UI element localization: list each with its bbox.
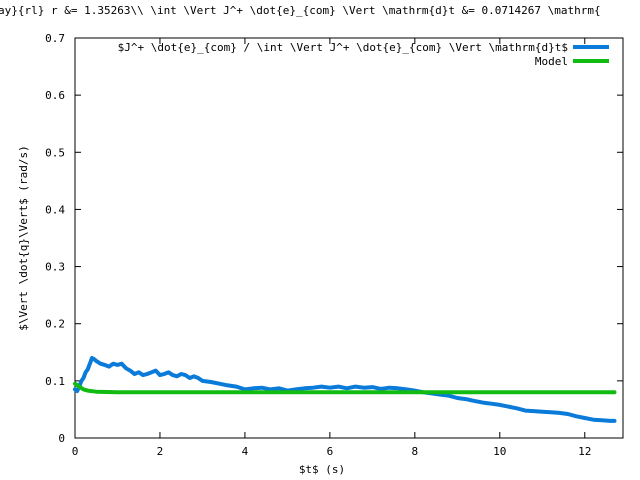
y-tick-label: 0.3 bbox=[45, 261, 65, 274]
y-tick-label: 0.7 bbox=[45, 32, 65, 45]
y-tick-label: 0.6 bbox=[45, 89, 65, 102]
x-tick-label: 0 bbox=[72, 445, 79, 458]
x-tick-label: 4 bbox=[242, 445, 249, 458]
x-tick-label: 8 bbox=[412, 445, 419, 458]
legend-label-series-1: $J^+ \dot{e}_{com} / \int \Vert J^+ \dot… bbox=[118, 41, 568, 54]
plot-frame bbox=[74, 37, 624, 439]
series-line-model bbox=[73, 381, 617, 395]
axis-ticks: 0 2 4 6 8 10 12 0 0.1 0.2 0.3 0.4 0.5 0.6 0.7 bbox=[45, 32, 623, 458]
legend: $J^+ \dot{e}_{com} / \int \Vert J^+ \dot… bbox=[118, 41, 609, 68]
x-axis-label: $t$ (s) bbox=[299, 463, 345, 476]
y-tick-label: 0.4 bbox=[45, 203, 65, 216]
y-tick-label: 0.1 bbox=[45, 375, 65, 388]
x-tick-label: 6 bbox=[327, 445, 334, 458]
legend-label-model: Model bbox=[535, 55, 568, 68]
y-tick-label: 0 bbox=[58, 432, 65, 445]
y-axis-label: $\Vert \dot{q}\Vert$ (rad/s) bbox=[17, 145, 30, 330]
y-tick-label: 0.2 bbox=[45, 318, 65, 331]
x-tick-label: 12 bbox=[578, 445, 591, 458]
series-layer bbox=[73, 356, 617, 423]
x-tick-label: 10 bbox=[493, 445, 506, 458]
chart-title: ay}{rl} r &= 1.35263\\ \int \Vert J^+ \d… bbox=[0, 4, 601, 17]
x-tick-label: 2 bbox=[157, 445, 164, 458]
series-line-ratio bbox=[73, 356, 617, 423]
y-tick-label: 0.5 bbox=[45, 146, 65, 159]
